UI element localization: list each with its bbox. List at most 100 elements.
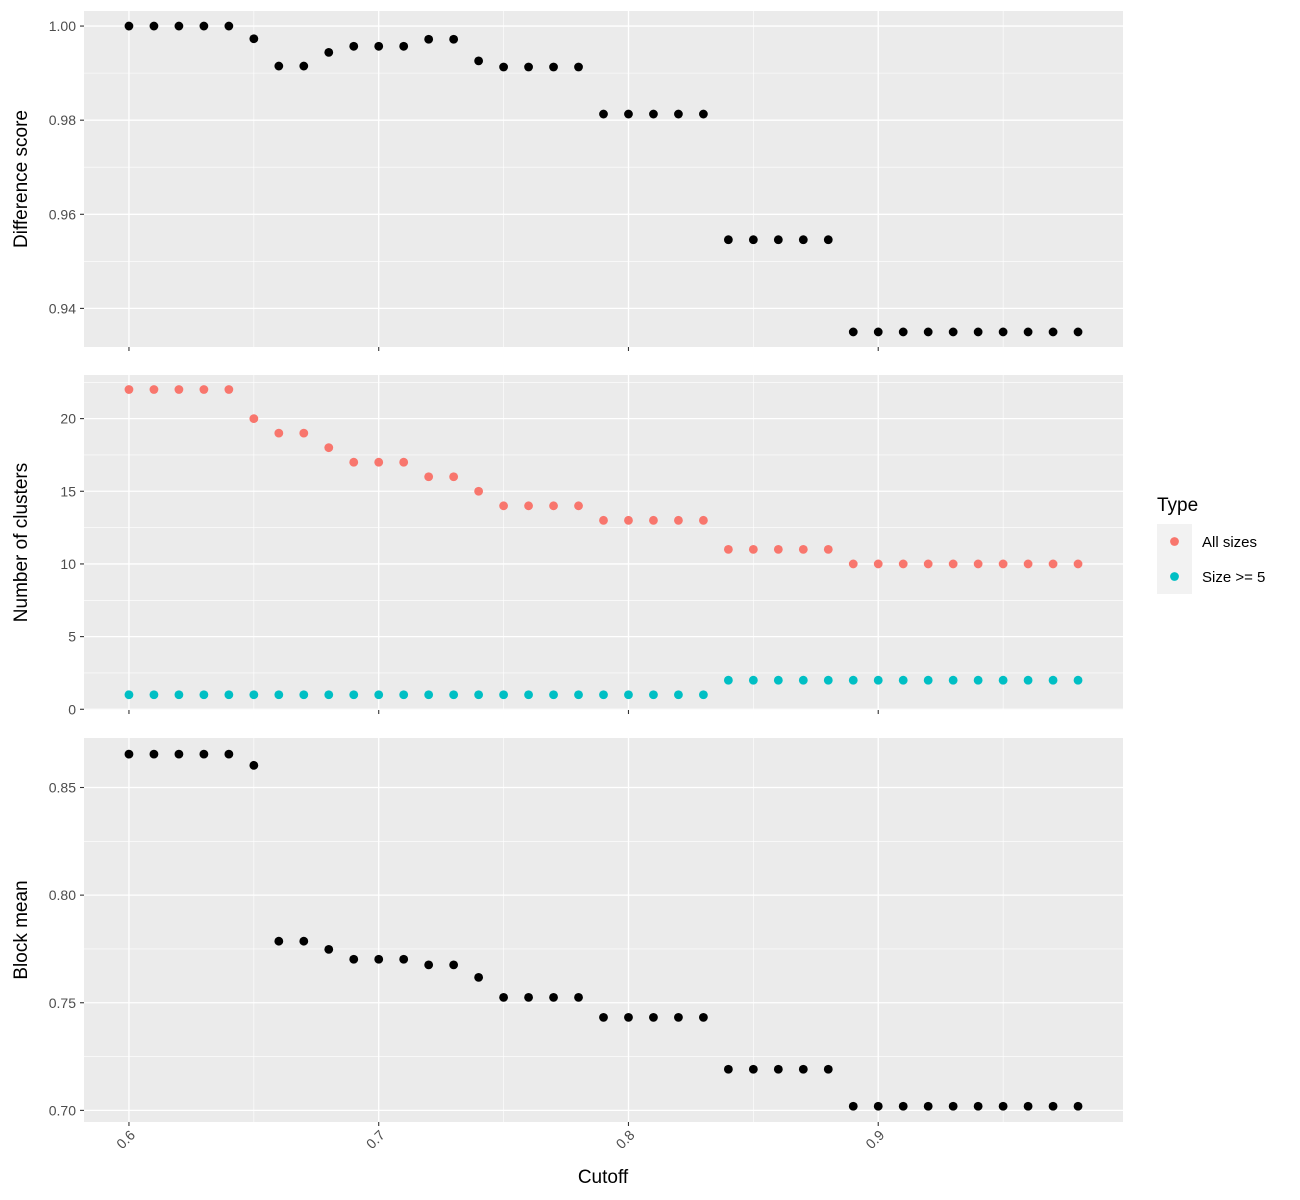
data-point	[399, 690, 409, 700]
data-point	[224, 385, 234, 394]
panel-background	[84, 375, 1123, 710]
data-point	[524, 62, 533, 72]
y-tick-label: 1.00	[49, 18, 76, 34]
data-point	[474, 56, 484, 66]
data-point	[649, 109, 658, 119]
data-point	[773, 675, 783, 685]
data-point	[898, 1101, 908, 1111]
data-point	[1048, 675, 1058, 685]
y-tick-label: 10	[60, 556, 76, 572]
legend-label: All sizes	[1202, 534, 1257, 551]
y-tick-label: 0.96	[49, 206, 76, 222]
data-point	[549, 992, 558, 1002]
data-point	[923, 559, 933, 569]
data-point	[174, 749, 184, 759]
data-point	[873, 559, 883, 569]
data-point	[723, 235, 733, 245]
data-point	[973, 327, 983, 337]
data-point	[823, 675, 833, 685]
data-point	[848, 1101, 858, 1111]
data-point	[474, 690, 484, 700]
data-point	[923, 675, 933, 685]
data-point	[798, 1064, 808, 1074]
data-point	[1048, 327, 1058, 337]
data-point	[1048, 559, 1058, 569]
data-point	[599, 1012, 608, 1022]
data-point	[274, 936, 284, 946]
data-point	[649, 690, 658, 700]
data-point	[948, 675, 958, 685]
data-point	[599, 515, 608, 525]
y-tick-label: 0.94	[49, 300, 76, 316]
data-point	[474, 486, 484, 496]
data-point	[274, 61, 284, 71]
data-point	[574, 992, 583, 1002]
data-point	[224, 21, 234, 31]
data-point	[674, 515, 683, 525]
data-point	[349, 41, 359, 51]
data-point	[998, 559, 1008, 569]
data-point	[474, 972, 484, 982]
data-point	[898, 675, 908, 685]
data-point	[124, 385, 134, 394]
data-point	[773, 235, 783, 245]
data-point	[998, 1101, 1008, 1111]
y-axis-title: Difference score	[11, 110, 32, 248]
data-point	[723, 675, 733, 685]
data-point	[798, 675, 808, 685]
chart-panels: 0.94 0.96 0.98 1.00 Difference score 0 5 10 15 20…	[11, 11, 1123, 1152]
data-point	[149, 21, 159, 31]
data-point	[524, 992, 533, 1002]
data-point	[449, 34, 459, 44]
data-point	[299, 690, 309, 700]
data-point	[199, 749, 209, 759]
data-point	[449, 960, 459, 970]
data-point	[299, 936, 309, 946]
data-point	[149, 690, 159, 700]
data-point	[599, 690, 608, 700]
data-point	[748, 675, 758, 685]
data-point	[174, 21, 184, 31]
data-point	[1073, 559, 1083, 569]
panel-background	[84, 11, 1123, 347]
x-tick-label: 0.9	[862, 1127, 887, 1152]
data-point	[274, 690, 284, 700]
data-point	[199, 21, 209, 31]
data-point	[873, 327, 883, 337]
x-tick-label: 0.7	[363, 1127, 388, 1152]
data-point	[773, 1064, 783, 1074]
x-tick-label: 0.8	[613, 1127, 638, 1152]
data-point	[948, 1101, 958, 1111]
data-point	[499, 690, 508, 700]
data-point	[798, 235, 808, 245]
data-point	[624, 109, 633, 119]
data-point	[199, 385, 209, 394]
y-tick-label: 0.70	[49, 1102, 76, 1118]
data-point	[1023, 1101, 1033, 1111]
data-point	[524, 501, 533, 511]
data-point	[1048, 1101, 1058, 1111]
data-point	[399, 457, 409, 467]
data-point	[624, 515, 633, 525]
data-point	[324, 690, 334, 700]
data-point	[674, 109, 683, 119]
data-point	[599, 109, 608, 119]
data-point	[449, 472, 459, 482]
data-point	[124, 749, 134, 759]
data-point	[699, 1012, 708, 1022]
data-point	[1073, 675, 1083, 685]
x-tick-label: 0.6	[113, 1127, 138, 1152]
legend-title: Type	[1157, 495, 1198, 516]
data-point	[723, 1064, 733, 1074]
data-point	[374, 41, 384, 51]
data-point	[1023, 559, 1033, 569]
data-point	[699, 690, 708, 700]
data-point	[224, 690, 234, 700]
data-point	[873, 1101, 883, 1111]
data-point	[249, 34, 259, 44]
y-tick-label: 5	[68, 629, 76, 645]
data-point	[424, 472, 434, 482]
data-point	[748, 545, 758, 554]
data-point	[199, 690, 209, 700]
